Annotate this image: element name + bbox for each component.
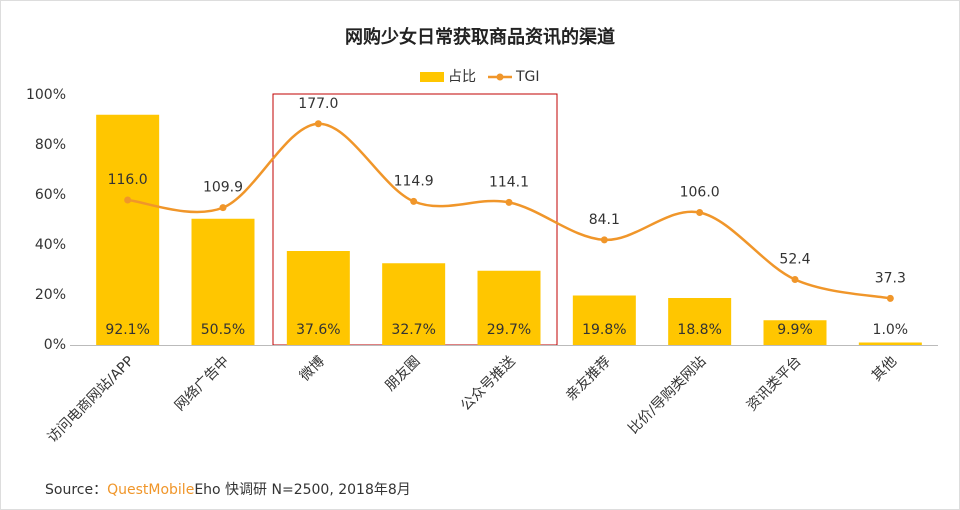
source-brand: QuestMobile xyxy=(107,482,194,498)
x-tick-label: 访问电商网站/APP xyxy=(45,353,138,446)
x-tick-label: 朋友圈 xyxy=(382,353,423,394)
line-value-label: 116.0 xyxy=(108,172,148,188)
line-point xyxy=(505,198,513,206)
line-point xyxy=(314,120,322,128)
bar xyxy=(96,114,160,345)
bar xyxy=(286,251,350,345)
x-tick-label: 其他 xyxy=(869,353,900,384)
bar-value-label: 19.8% xyxy=(582,322,626,338)
line-value-label: 106.0 xyxy=(680,185,720,201)
legend-label: 占比 xyxy=(448,69,476,85)
y-tick-label: 20% xyxy=(35,287,66,303)
bar-value-label: 18.8% xyxy=(677,322,721,338)
line-value-label: 84.1 xyxy=(589,212,620,228)
y-tick-label: 40% xyxy=(35,237,66,253)
line-point xyxy=(886,294,894,302)
source: Source：QuestMobileEho 快调研 N=2500, 2018年8… xyxy=(45,482,411,498)
bar xyxy=(763,320,827,345)
line-point xyxy=(791,276,799,283)
bar-value-label: 1.0% xyxy=(873,322,909,338)
y-tick-label: 100% xyxy=(26,87,66,103)
x-tick-label: 亲友推荐 xyxy=(563,353,614,404)
y-tick-label: 80% xyxy=(35,137,66,153)
x-tick-label: 网络广告中 xyxy=(172,353,233,414)
bar xyxy=(858,342,922,345)
line-point xyxy=(124,196,132,204)
bar xyxy=(191,218,255,345)
line-value-label: 177.0 xyxy=(298,96,338,112)
line-value-label: 109.9 xyxy=(203,180,243,196)
bar xyxy=(572,295,636,345)
line-point xyxy=(696,209,704,216)
legend-swatch xyxy=(420,72,444,82)
bar-value-label: 92.1% xyxy=(105,322,149,338)
source-label: Source： xyxy=(45,482,107,498)
x-tick-label: 比价/导购类网站 xyxy=(625,353,709,437)
line-point xyxy=(410,197,418,205)
bar-value-label: 29.7% xyxy=(487,322,531,338)
x-tick-label: 资讯类平台 xyxy=(744,353,805,414)
legend-swatch-dot xyxy=(496,73,504,81)
bar-value-label: 32.7% xyxy=(391,322,435,338)
bar xyxy=(668,298,732,345)
x-tick-label: 微博 xyxy=(296,353,328,385)
line-value-label: 114.1 xyxy=(489,174,529,190)
y-tick-label: 60% xyxy=(35,187,66,203)
line-point xyxy=(219,204,227,212)
bar-value-label: 37.6% xyxy=(296,322,340,338)
bar xyxy=(477,270,541,345)
chart-title: 网购少女日常获取商品资讯的渠道 xyxy=(345,26,615,48)
bar-value-label: 50.5% xyxy=(201,322,245,338)
y-tick-label: 0% xyxy=(44,337,66,353)
line-value-label: 52.4 xyxy=(779,252,810,268)
line-value-label: 37.3 xyxy=(875,270,906,286)
bar-value-label: 9.9% xyxy=(777,322,813,338)
line-value-label: 114.9 xyxy=(394,173,434,189)
source-text: Eho 快调研 N=2500, 2018年8月 xyxy=(194,482,410,498)
bar xyxy=(382,263,446,345)
legend-label: TGI xyxy=(515,69,540,85)
line-point xyxy=(600,236,608,244)
x-tick-label: 公众号推送 xyxy=(458,353,519,414)
